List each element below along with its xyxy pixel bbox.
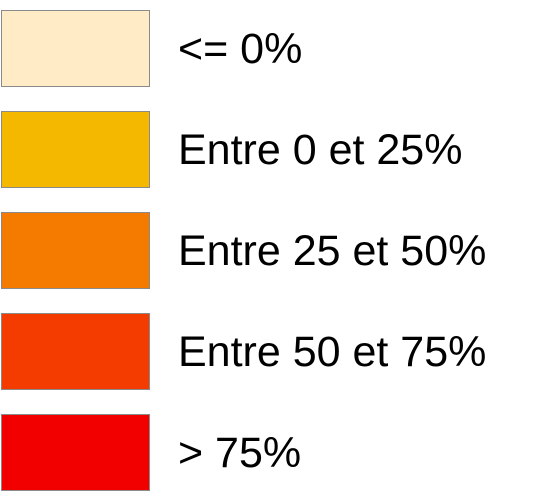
- legend-item-25-50: Entre 25 et 50%: [0, 212, 541, 290]
- legend-swatch: [1, 414, 150, 491]
- legend-swatch: [1, 313, 150, 390]
- legend-swatch: [1, 212, 150, 289]
- legend-item-le-0: <= 0%: [0, 10, 541, 88]
- legend-label: > 75%: [178, 429, 302, 477]
- legend-label: Entre 50 et 75%: [178, 328, 487, 376]
- legend-swatch: [1, 111, 150, 188]
- legend-label: Entre 0 et 25%: [178, 126, 463, 174]
- legend-item-0-25: Entre 0 et 25%: [0, 111, 541, 189]
- legend-item-50-75: Entre 50 et 75%: [0, 313, 541, 391]
- legend-item-gt-75: > 75%: [0, 414, 541, 492]
- legend-swatch: [1, 10, 150, 87]
- legend-label: <= 0%: [178, 25, 303, 73]
- legend-label: Entre 25 et 50%: [178, 227, 487, 275]
